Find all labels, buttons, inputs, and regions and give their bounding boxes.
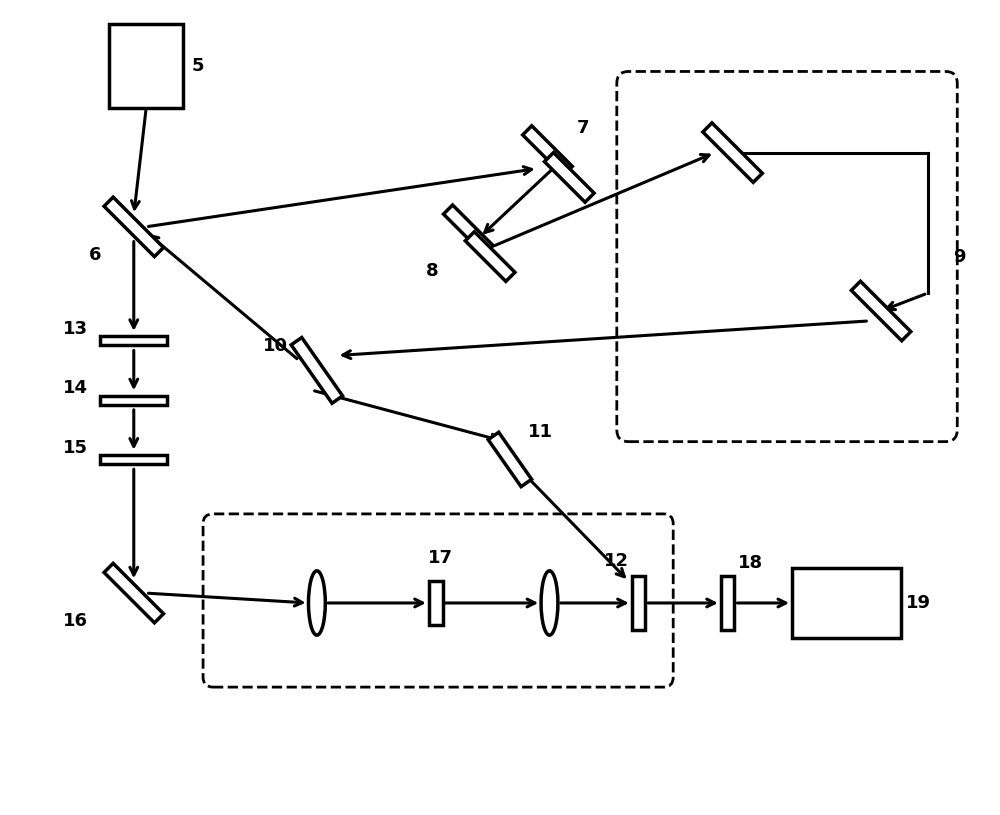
Ellipse shape — [541, 570, 558, 635]
Polygon shape — [851, 281, 911, 341]
Bar — [792, 568, 901, 637]
Bar — [721, 575, 734, 630]
Bar — [632, 575, 645, 630]
Polygon shape — [523, 126, 572, 175]
Text: 12: 12 — [604, 553, 629, 570]
Text: 11: 11 — [528, 423, 553, 441]
Text: 18: 18 — [738, 554, 763, 572]
Polygon shape — [291, 337, 343, 403]
Text: 16: 16 — [63, 612, 88, 630]
Text: 7: 7 — [577, 119, 590, 137]
Polygon shape — [465, 231, 515, 281]
Polygon shape — [488, 432, 532, 487]
Polygon shape — [544, 152, 594, 202]
Text: 14: 14 — [63, 379, 88, 397]
Bar — [100, 455, 167, 464]
Text: 9: 9 — [953, 248, 966, 266]
Text: 10: 10 — [262, 337, 287, 355]
Polygon shape — [443, 205, 493, 254]
Text: 8: 8 — [426, 262, 438, 280]
Text: 19: 19 — [906, 594, 931, 612]
Bar — [429, 581, 443, 625]
Bar — [100, 395, 167, 404]
Ellipse shape — [308, 570, 325, 635]
Polygon shape — [104, 563, 164, 623]
Polygon shape — [104, 197, 164, 257]
Text: 15: 15 — [63, 438, 88, 456]
Text: 5: 5 — [191, 57, 204, 75]
Text: 13: 13 — [63, 319, 88, 337]
Bar — [100, 337, 167, 345]
Bar — [109, 24, 183, 108]
Text: 6: 6 — [89, 245, 102, 263]
Text: 17: 17 — [428, 549, 453, 567]
Polygon shape — [703, 123, 762, 183]
